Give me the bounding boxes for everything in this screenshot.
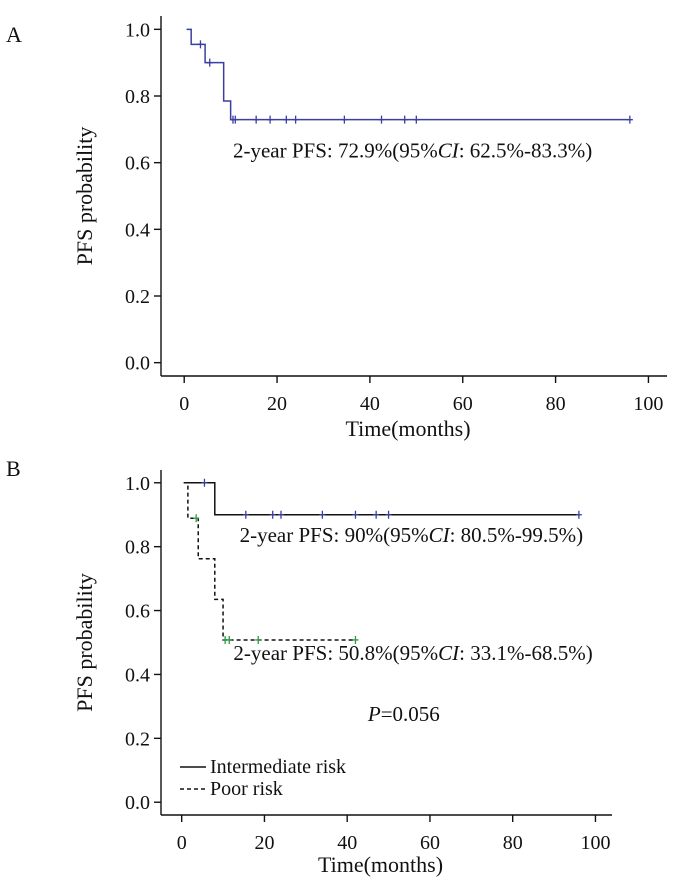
annotation: 2-year PFS: 72.9%(95%CI: 62.5%-83.3%) bbox=[233, 139, 592, 163]
y-axis-title: PFS probability bbox=[72, 127, 97, 266]
y-tick-label: 0.8 bbox=[125, 86, 150, 108]
annotation-text-end: : 80.5%-99.5%) bbox=[450, 523, 584, 547]
censor-mark bbox=[352, 510, 359, 519]
censor-mark bbox=[575, 510, 582, 519]
censor-mark bbox=[319, 510, 326, 519]
panel-a: A 0.0 0.2 0.4 0.6 0.8 1.0 0 20 40 60 80 100 Time(mont… bbox=[6, 16, 667, 441]
annotation-text-end: : 33.1%-68.5%) bbox=[459, 641, 593, 665]
y-axis-title: PFS probability bbox=[72, 573, 97, 712]
censor-mark bbox=[201, 478, 208, 487]
censor-mark bbox=[269, 510, 276, 519]
x-tick-label: 60 bbox=[453, 393, 473, 415]
legend-entry: Intermediate risk bbox=[210, 756, 346, 778]
censor-mark bbox=[193, 514, 200, 523]
legend-entry: Poor risk bbox=[210, 778, 283, 800]
censor-mark bbox=[232, 115, 239, 124]
y-tick-label: 1.0 bbox=[125, 19, 150, 41]
y-tick-label: 0.6 bbox=[125, 153, 150, 175]
x-tick-label: 0 bbox=[177, 832, 187, 854]
y-tick-label: 0.4 bbox=[125, 664, 150, 686]
censor-mark bbox=[352, 635, 359, 644]
y-tick-label: 0.2 bbox=[125, 286, 150, 308]
annotation: 2-year PFS: 50.8%(95%CI: 33.1%-68.5%) bbox=[233, 641, 592, 665]
x-tick-label: 100 bbox=[580, 832, 610, 854]
x-tick-label: 60 bbox=[420, 832, 440, 854]
y-tick-label: 0.2 bbox=[125, 728, 150, 750]
censor-mark bbox=[255, 635, 262, 644]
censor-mark bbox=[401, 115, 408, 124]
censor-mark bbox=[197, 40, 204, 49]
panel-b: B 0.0 0.2 0.4 0.6 0.8 1.0 0 20 40 60 80 100 Time(mont… bbox=[6, 456, 612, 877]
annotation-italic: CI bbox=[438, 641, 460, 665]
censor-mark bbox=[283, 115, 290, 124]
series-line-poor-risk bbox=[183, 482, 356, 641]
censor-mark bbox=[277, 510, 284, 519]
annotation-italic: CI bbox=[429, 523, 451, 547]
y-tick-label: 0.4 bbox=[125, 219, 150, 241]
x-tick-label: 20 bbox=[254, 832, 274, 854]
annotation-text: 2-year PFS: 72.9%(95% bbox=[233, 139, 438, 163]
censor-mark bbox=[341, 115, 348, 124]
x-tick-label: 100 bbox=[633, 393, 663, 415]
x-tick-label: 80 bbox=[503, 832, 523, 854]
annotation: P=0.056 bbox=[367, 702, 440, 726]
annotation-italic: CI bbox=[438, 139, 460, 163]
x-tick-label: 40 bbox=[337, 832, 357, 854]
censor-mark bbox=[242, 510, 249, 519]
censor-mark bbox=[292, 115, 299, 124]
y-tick-label: 0.6 bbox=[125, 601, 150, 623]
panel-label: A bbox=[6, 22, 22, 47]
series-line-overall bbox=[186, 28, 630, 121]
y-tick-label: 0.0 bbox=[125, 792, 150, 814]
x-tick-label: 80 bbox=[546, 393, 566, 415]
panel-label: B bbox=[6, 456, 21, 481]
series-line-intermediate-risk bbox=[183, 482, 579, 516]
y-tick-label: 0.0 bbox=[125, 353, 150, 375]
x-tick-label: 40 bbox=[360, 393, 380, 415]
annotation-text: 2-year PFS: 50.8%(95% bbox=[233, 641, 438, 665]
annotation: 2-year PFS: 90%(95%CI: 80.5%-99.5%) bbox=[240, 523, 584, 547]
y-tick-label: 1.0 bbox=[125, 473, 150, 495]
censor-mark bbox=[267, 115, 274, 124]
x-tick-label: 0 bbox=[179, 393, 189, 415]
censor-mark bbox=[378, 115, 385, 124]
censor-mark bbox=[253, 115, 260, 124]
censor-mark bbox=[626, 115, 633, 124]
annotation-italic: P bbox=[367, 702, 381, 726]
annotation-text: =0.056 bbox=[381, 702, 440, 726]
censor-mark bbox=[373, 510, 380, 519]
censor-mark bbox=[226, 635, 233, 644]
x-axis-title: Time(months) bbox=[345, 416, 470, 441]
censor-mark bbox=[385, 510, 392, 519]
y-tick-label: 0.8 bbox=[125, 537, 150, 559]
x-axis-title: Time(months) bbox=[318, 852, 443, 877]
annotation-text-end: : 62.5%-83.3%) bbox=[459, 139, 593, 163]
x-tick-label: 20 bbox=[267, 393, 287, 415]
annotation-text: 2-year PFS: 90%(95% bbox=[240, 523, 429, 547]
censor-mark bbox=[413, 115, 420, 124]
censor-mark bbox=[206, 58, 213, 67]
